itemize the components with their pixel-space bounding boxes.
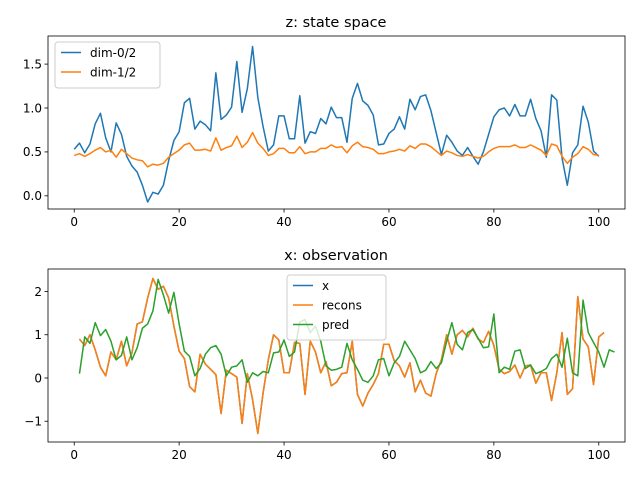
state-space-legend-label-dim-0-2: dim-0/2 — [90, 46, 136, 60]
state-space-ytick-label: 0.0 — [23, 189, 42, 203]
observation-xtick-label: 60 — [381, 448, 396, 462]
observation-ytick-label: 1 — [34, 328, 42, 342]
observation-ytick-label: −1 — [24, 415, 42, 429]
state-space-ytick-label: 1.5 — [23, 57, 42, 71]
observation-line-recons — [78, 277, 605, 435]
observation-ytick-label: 2 — [34, 285, 42, 299]
state-space-legend: dim-0/2 dim-1/2 — [54, 41, 161, 89]
observation-ytick-label: 0 — [34, 371, 42, 385]
observation-axes-frame — [47, 268, 626, 443]
observation-legend-label-x: x — [322, 279, 329, 293]
observation-xtick-label: 100 — [587, 448, 610, 462]
observation-xtick-label: 20 — [171, 448, 186, 462]
state-space-line-dim-0-2 — [73, 45, 600, 203]
state-space-title: z: state space — [286, 15, 387, 31]
state-space-xtick-label: 60 — [381, 215, 396, 229]
state-space-ytick-label: 0.5 — [23, 145, 42, 159]
state-space-axes-frame — [47, 35, 626, 210]
state-space-line-dim-1-2 — [73, 131, 599, 168]
state-space-xtick-label: 80 — [486, 215, 501, 229]
state-space-legend-box — [54, 41, 161, 89]
observation-xtick-label: 40 — [276, 448, 291, 462]
state-space-xtick-label: 40 — [276, 215, 291, 229]
observation-legend-label-pred: pred — [322, 318, 349, 332]
observation-legend: x recons pred — [286, 274, 387, 341]
state-space-legend-label-dim-1-2: dim-1/2 — [90, 65, 136, 79]
observation-xtick-label: 0 — [70, 448, 78, 462]
state-space-xtick-label: 100 — [587, 215, 610, 229]
state-space-xtick-label: 20 — [171, 215, 186, 229]
state-space-xtick-label: 0 — [70, 215, 78, 229]
observation-panel: x: observation 0 20 40 60 80 100 −1 0 1 2 x recons p… — [24, 248, 626, 462]
state-space-panel: z: state space 0 20 40 60 80 100 0.0 0.5 1.0 1.5 d… — [23, 15, 626, 229]
state-space-ytick-label: 1.0 — [23, 101, 42, 115]
observation-legend-label-recons: recons — [322, 298, 362, 312]
observation-xtick-label: 80 — [486, 448, 501, 462]
observation-title: x: observation — [284, 248, 388, 264]
observation-line-pred — [78, 278, 615, 384]
